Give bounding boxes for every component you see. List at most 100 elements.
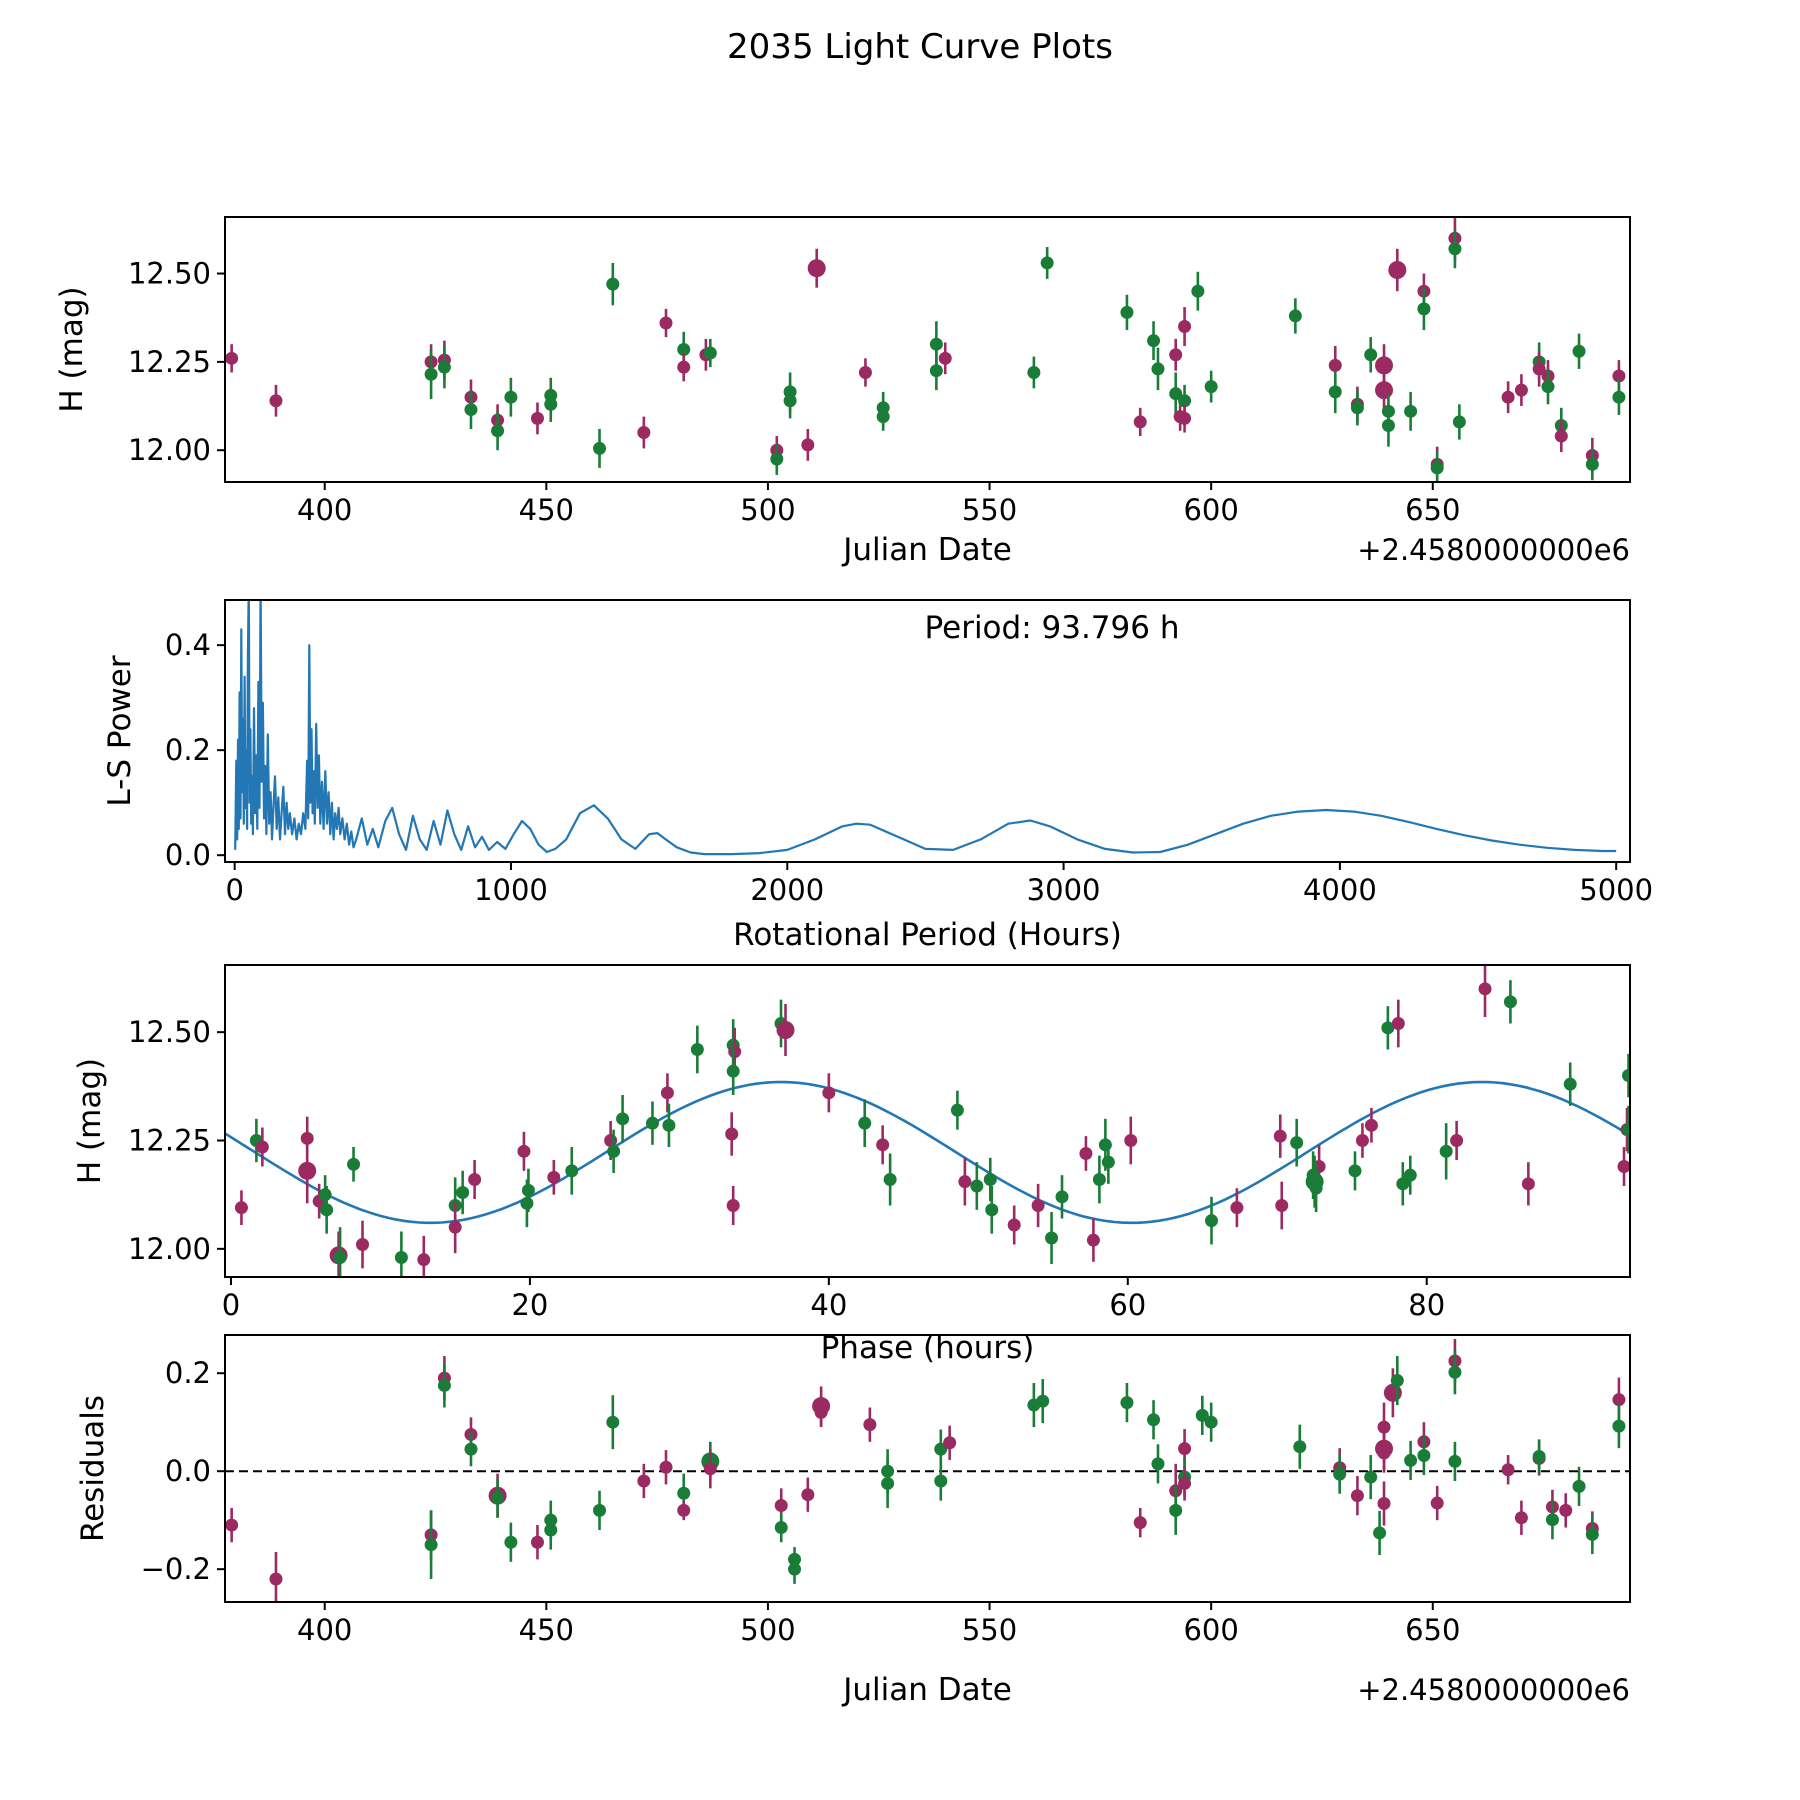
data-point-purple	[1617, 1160, 1630, 1173]
data-point-green	[983, 1173, 997, 1186]
data-point-green	[1288, 309, 1302, 323]
data-point-purple	[1350, 1489, 1364, 1503]
data-point-green	[437, 1378, 451, 1392]
data-point-green	[504, 1535, 518, 1549]
y-tick-label: 12.25	[128, 1124, 211, 1158]
data-point-purple	[530, 1535, 544, 1549]
panels-group: 400 450 500 550 600 65012.0012.2512.50Julian …	[54, 216, 1653, 1708]
period-annotation: Period: 93.796 h	[925, 610, 1180, 646]
data-point-green	[1417, 302, 1431, 316]
data-point-purple	[1532, 362, 1546, 376]
data-point-purple	[448, 1220, 462, 1234]
x-tick-label: 40	[810, 1288, 847, 1322]
data-point-green	[318, 1188, 332, 1202]
data-point-purple	[1124, 1134, 1138, 1147]
y-axis-label: Residuals	[75, 1395, 111, 1542]
data-point-purple	[1178, 1476, 1192, 1490]
data-point-green	[1169, 1503, 1183, 1517]
data-point-purple	[1612, 1393, 1626, 1407]
data-point-green	[703, 346, 717, 360]
phase-curve-data-area	[225, 965, 1630, 1277]
data-point-purple	[703, 1462, 717, 1476]
data-point-green	[1448, 242, 1462, 256]
data-point-green	[1381, 418, 1395, 432]
y-tick-label: 12.00	[128, 433, 211, 467]
data-point-purple	[801, 1488, 815, 1502]
data-point-green	[1448, 1454, 1462, 1468]
data-point-green	[1333, 1467, 1347, 1481]
y-axis-label: H (mag)	[72, 1058, 108, 1184]
panel-light-curve: 400 450 500 550 600 650 12.00 12.25 12.50 Julian …	[54, 216, 1631, 568]
data-point-purple	[1355, 1134, 1369, 1147]
data-point-purple	[863, 1418, 877, 1432]
y-tick-label: 0.2	[165, 1356, 211, 1390]
data-point-purple	[637, 426, 651, 440]
x-tick-label: 550	[962, 493, 1017, 527]
data-point-purple	[1377, 1497, 1391, 1511]
y-tick-label: 0.0	[165, 838, 211, 872]
data-point-green	[690, 1043, 704, 1056]
data-point-green	[1572, 344, 1586, 358]
data-point-green	[677, 1486, 691, 1500]
x-tick-label: 600	[1183, 493, 1238, 527]
data-point-green	[1390, 1374, 1404, 1388]
data-point-purple	[1169, 348, 1183, 362]
data-point-green	[616, 1112, 630, 1126]
data-point-purple	[1450, 1134, 1464, 1147]
data-point-purple	[1178, 320, 1192, 334]
data-point-green	[1430, 461, 1444, 475]
data-point-green	[1417, 1449, 1431, 1463]
data-point-green	[1585, 457, 1599, 471]
data-point-purple	[1559, 1503, 1573, 1517]
data-point-purple	[547, 1170, 561, 1184]
data-point-purple	[1178, 411, 1192, 425]
data-point-green	[1147, 1413, 1161, 1427]
data-point-green	[593, 441, 607, 455]
data-point-green	[1403, 1168, 1417, 1182]
y-tick-label: 12.50	[128, 1015, 211, 1049]
data-point-green	[1045, 1231, 1059, 1245]
axes-spines	[224, 964, 1631, 1278]
data-point-green	[1293, 1440, 1307, 1454]
data-point-purple	[1388, 261, 1407, 279]
x-axis-label: Rotational Period (Hours)	[733, 917, 1122, 953]
data-point-green	[464, 403, 478, 417]
data-point-purple	[1391, 1017, 1405, 1030]
x-tick-label: 550	[962, 1613, 1017, 1647]
data-point-green	[1381, 1021, 1395, 1035]
data-point-green	[1364, 348, 1378, 362]
x-tick-label: 4000	[1303, 873, 1377, 907]
y-tick-label: 12.25	[128, 345, 211, 379]
x-tick-label: 400	[297, 493, 352, 527]
x-tick-label: 400	[297, 1613, 352, 1647]
data-point-green	[504, 390, 518, 404]
data-point-green	[1563, 1077, 1577, 1091]
y-tick-label: 0.4	[165, 628, 211, 662]
data-point-purple	[517, 1144, 531, 1158]
data-point-green	[1169, 387, 1183, 401]
data-point-purple	[1501, 390, 1515, 404]
data-point-green	[1585, 1527, 1599, 1541]
data-point-green	[544, 1523, 558, 1537]
y-axis-label: L-S Power	[102, 655, 138, 806]
data-point-green	[606, 277, 620, 291]
data-point-green	[662, 1118, 676, 1132]
data-point-green	[333, 1251, 347, 1264]
x-tick-label: 500	[740, 1613, 795, 1647]
data-point-green	[520, 1196, 534, 1210]
x-tick-label: 0	[222, 1288, 240, 1322]
data-point-purple	[943, 1436, 957, 1450]
data-point-purple	[1554, 429, 1568, 443]
data-point-green	[1040, 256, 1054, 270]
data-point-green	[1120, 305, 1134, 319]
data-point-purple	[728, 1045, 742, 1059]
data-point-purple	[1514, 383, 1528, 397]
x-tick-label: 5000	[1579, 873, 1653, 907]
axes-spines	[224, 216, 1631, 483]
x-tick-label: 500	[740, 493, 795, 527]
data-point-green	[320, 1203, 334, 1217]
data-point-green	[424, 1538, 438, 1552]
data-point-purple	[637, 1474, 651, 1488]
data-point-green	[1309, 1181, 1323, 1195]
x-tick-label: 2000	[750, 873, 824, 907]
